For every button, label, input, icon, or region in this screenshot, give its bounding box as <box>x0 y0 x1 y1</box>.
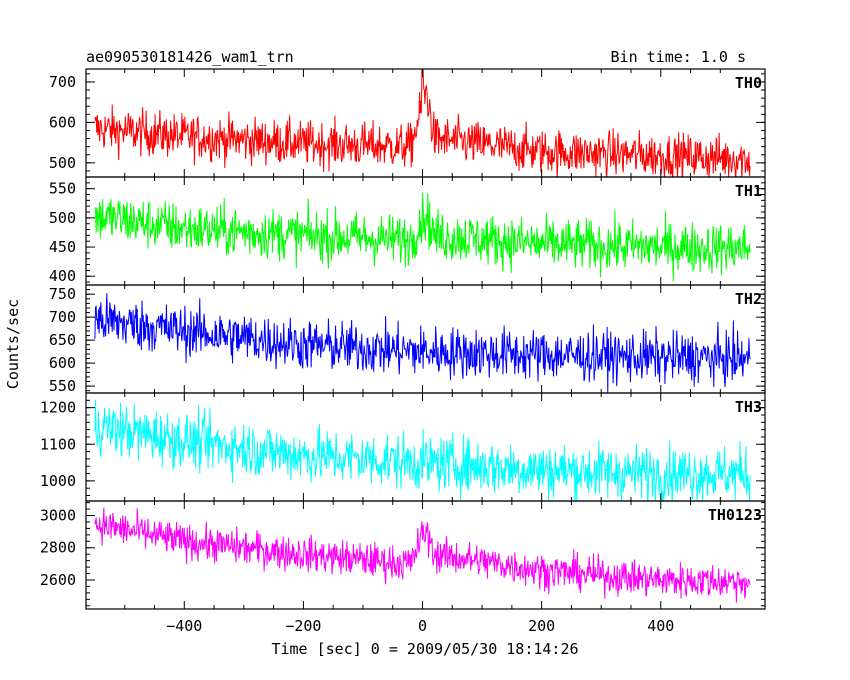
y-tick-label: 1200 <box>40 399 76 417</box>
y-tick-label: 2600 <box>40 571 76 589</box>
bin-time-label: Bin time: 1.0 s <box>611 48 746 66</box>
y-tick-label: 400 <box>49 267 76 285</box>
panel-th2: 550 600 650 700 750 TH2 <box>49 284 766 395</box>
panel-th1: 400 450 500 550 TH1 <box>49 176 766 286</box>
y-tick-label: 3000 <box>40 507 76 525</box>
series-line-th1 <box>94 192 751 282</box>
y-tick-label: 500 <box>49 209 76 227</box>
panel-th0: 500 600 700 TH0 <box>49 68 766 178</box>
x-tick-label: 200 <box>528 617 555 635</box>
y-tick-label: 600 <box>49 354 76 372</box>
y-tick-label: 450 <box>49 238 76 256</box>
panel-label: TH0 <box>735 74 762 92</box>
panel-th3: 1000 1100 1200 TH3 <box>40 392 766 502</box>
x-axis-label: Time [sec] 0 = 2009/05/30 18:14:26 <box>271 640 578 658</box>
y-tick-label: 550 <box>49 377 76 395</box>
chart-title: ae090530181426_wam1_trn <box>86 48 294 66</box>
y-tick-label: 1000 <box>40 472 76 490</box>
y-axis-label: Counts/sec <box>4 299 22 389</box>
y-tick-label: 750 <box>49 285 76 303</box>
panel-frame <box>85 500 766 610</box>
series-line-th3 <box>94 400 751 501</box>
panel-label: TH0123 <box>708 506 762 524</box>
series-line-th0 <box>94 69 751 177</box>
x-tick-label: 400 <box>647 617 674 635</box>
panel-label: TH1 <box>735 182 762 200</box>
x-tick-label: −400 <box>166 617 202 635</box>
panel-label: TH3 <box>735 398 762 416</box>
panel-stack: 500 600 700 TH0 400 450 500 550 TH1 550 600 650 700 7… <box>40 68 766 610</box>
y-tick-label: 700 <box>49 73 76 91</box>
y-tick-label: 700 <box>49 308 76 326</box>
y-tick-label: 550 <box>49 180 76 198</box>
y-tick-label: 600 <box>49 113 76 131</box>
x-tick-label: −200 <box>285 617 321 635</box>
panel-th0123: 2600 2800 3000 TH0123 <box>40 500 766 610</box>
series-line-th2 <box>94 293 751 393</box>
y-tick-label: 2800 <box>40 539 76 557</box>
y-tick-label: 650 <box>49 331 76 349</box>
series-line-th0123 <box>94 507 751 603</box>
y-tick-label: 500 <box>49 154 76 172</box>
y-tick-label: 1100 <box>40 435 76 453</box>
panel-label: TH2 <box>735 290 762 308</box>
x-tick-label: 0 <box>418 617 427 635</box>
x-axis: −400 −200 0 200 400 <box>166 617 674 635</box>
